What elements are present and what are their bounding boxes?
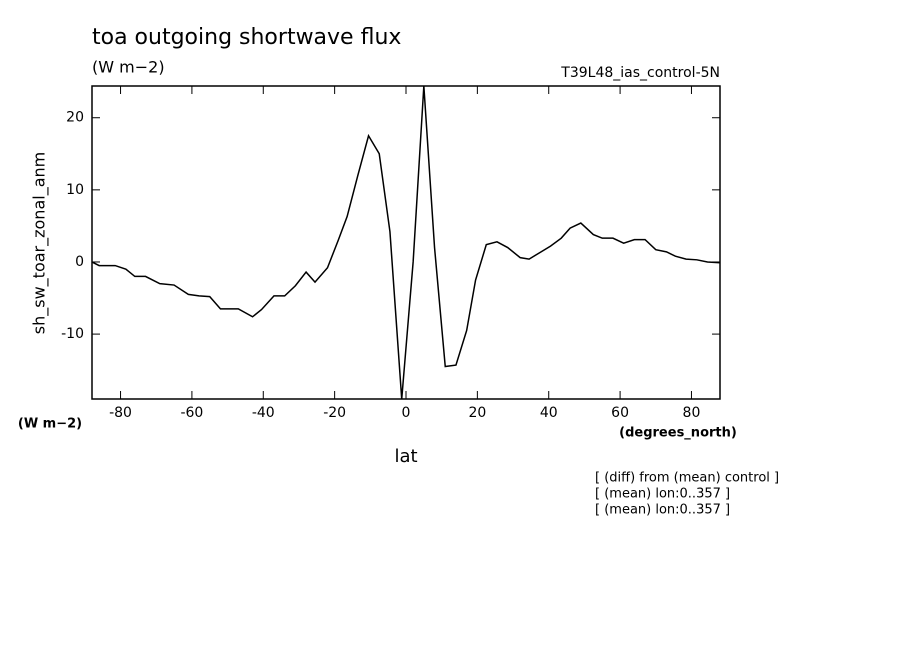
x-axis-label: lat [394, 446, 417, 467]
x-units: (degrees_north) [619, 426, 737, 441]
x-tick-label: -60 [180, 405, 203, 421]
note: [ (mean) lon:0..357 ] [595, 503, 730, 518]
chart-subtitle: (W m−2) [92, 58, 165, 77]
experiment-label: T39L48_ias_control-5N [560, 65, 720, 81]
line [92, 86, 720, 399]
x-tick-label: 20 [468, 405, 486, 421]
x-tick-label: -80 [109, 405, 132, 421]
note: [ (mean) lon:0..357 ] [595, 487, 730, 502]
y-tick-label: -10 [61, 326, 84, 342]
x-tick-label: 60 [611, 405, 629, 421]
x-tick-label: -20 [323, 405, 346, 421]
y-axis-label: sh_sw_toar_zonal_anm [30, 152, 50, 334]
x-tick-label: -40 [252, 405, 275, 421]
note: [ (diff) from (mean) control ] [595, 471, 779, 486]
x-tick-label: 80 [683, 405, 701, 421]
y-units: (W m−2) [18, 417, 82, 432]
x-tick-label: 40 [540, 405, 558, 421]
y-tick-label: 20 [66, 110, 84, 126]
x-tick-label: 0 [402, 405, 411, 421]
chart-title: toa outgoing shortwave flux [92, 25, 401, 50]
y-tick-label: 10 [66, 182, 84, 198]
y-tick-label: 0 [75, 254, 84, 270]
